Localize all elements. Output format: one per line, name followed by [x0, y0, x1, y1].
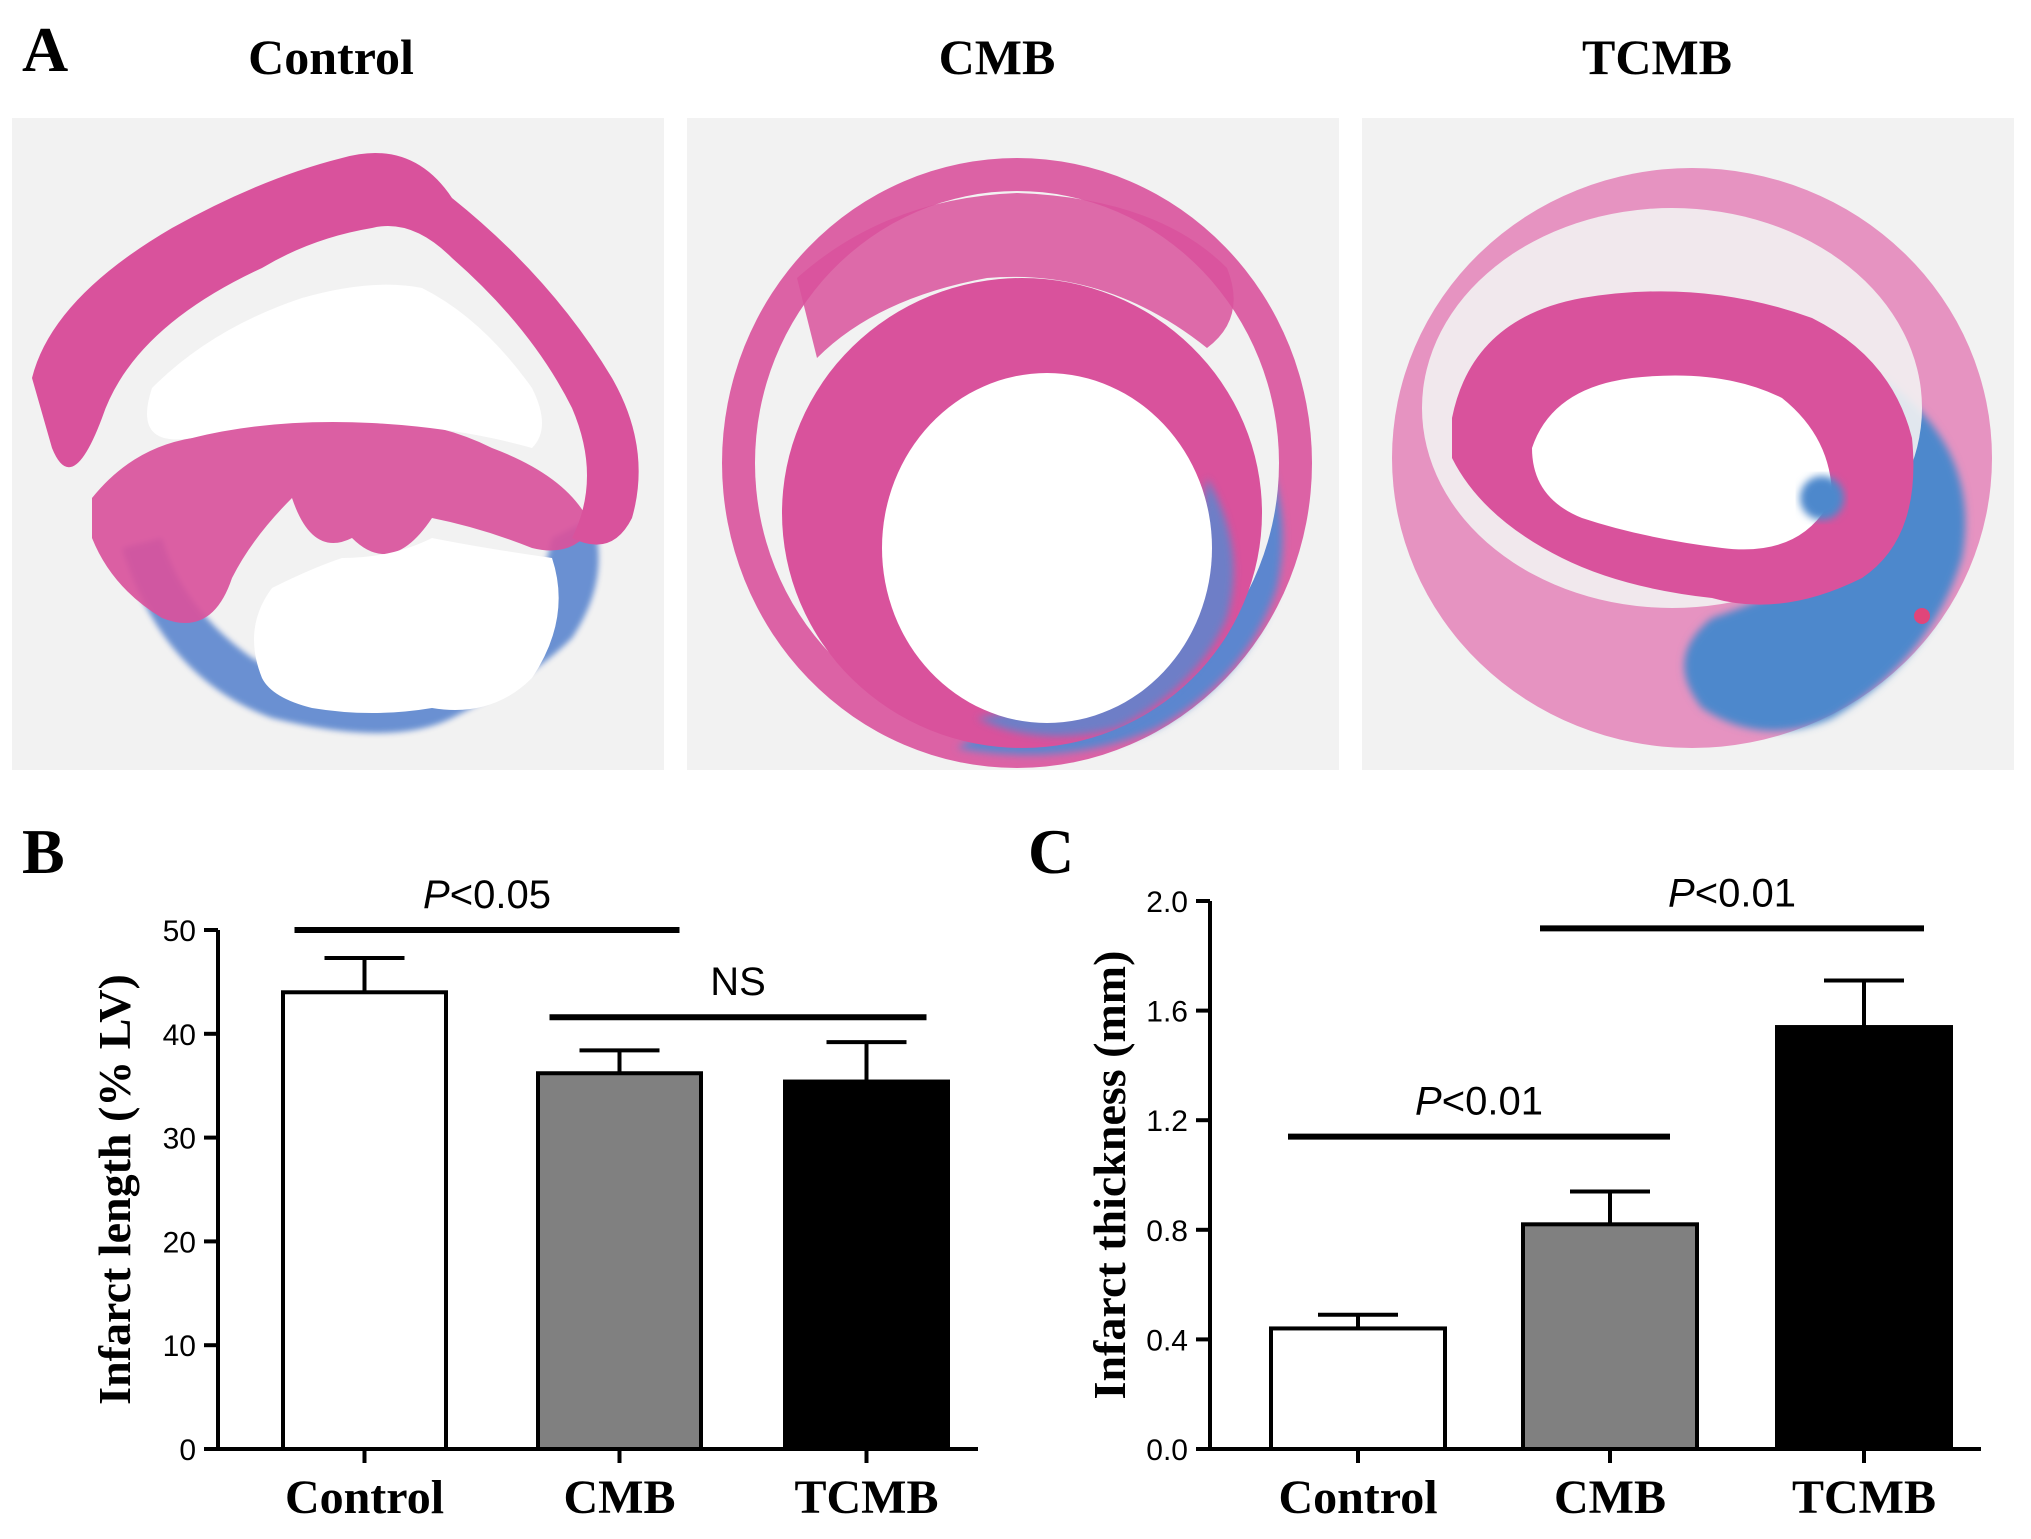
chart-infarct-thickness: 0.0 0.4 0.8 1.2 1.6 2.0 Infarct thickness (mm)…: [1084, 871, 1981, 1524]
bar-control: [1269, 1326, 1447, 1451]
histology-image-cmb: [687, 118, 1339, 770]
significance-text: NS: [710, 960, 766, 1004]
panel-c-letter: C: [1028, 816, 1075, 887]
x-tick-label: Control: [285, 1471, 444, 1524]
x-tick-label: TCMB: [1792, 1471, 1936, 1524]
histology-title-control: Control: [248, 29, 414, 85]
significance-text: <0.01: [1442, 1080, 1543, 1124]
x-tick-label: TCMB: [795, 1471, 939, 1524]
y-tick-label: 0.8: [1146, 1215, 1188, 1248]
histology-image-control: [12, 118, 664, 770]
y-tick-label: 50: [163, 915, 196, 948]
chart-infarct-length: 0 10 20 30 40 50 Infarct length (% LV) Control C…: [89, 873, 978, 1524]
x-tick-label: Control: [1278, 1471, 1437, 1524]
y-tick-label: 40: [163, 1019, 196, 1052]
y-tick-label: 0: [179, 1434, 196, 1467]
y-tick-label: 1.2: [1146, 1105, 1188, 1138]
bar-tcmb: [1775, 1025, 1953, 1451]
significance-label: P<0.01: [1668, 871, 1796, 915]
bar-control: [281, 990, 448, 1451]
y-axis-label: Infarct length (% LV): [89, 974, 140, 1405]
significance-p: P: [1415, 1080, 1442, 1124]
significance-text: <0.01: [1695, 871, 1796, 915]
y-tick-label: 0.4: [1146, 1324, 1188, 1357]
y-tick-label: 30: [163, 1123, 196, 1156]
y-tick-label: 10: [163, 1330, 196, 1363]
y-tick-label: 0.0: [1146, 1434, 1188, 1467]
bar-tcmb: [783, 1079, 950, 1451]
y-tick-label: 1.6: [1146, 996, 1188, 1029]
bar-cmb: [1521, 1222, 1699, 1451]
histology-image-tcmb: [1362, 118, 2014, 770]
y-tick-label: 2.0: [1146, 886, 1188, 919]
panel-b-letter: B: [22, 816, 65, 887]
significance-label: P<0.01: [1415, 1080, 1543, 1124]
histology-title-tcmb: TCMB: [1582, 29, 1732, 85]
significance-p: P: [423, 873, 450, 917]
panel-a-letter: A: [22, 14, 69, 85]
bar-cmb: [536, 1071, 703, 1452]
y-axis-label: Infarct thickness (mm): [1084, 951, 1135, 1400]
histology-title-cmb: CMB: [938, 29, 1056, 85]
x-tick-label: CMB: [1554, 1471, 1666, 1524]
significance-label: NS: [710, 960, 766, 1004]
significance-p: P: [1668, 871, 1695, 915]
significance-label: P<0.05: [423, 873, 551, 917]
x-tick-label: CMB: [564, 1471, 676, 1524]
y-tick-label: 20: [163, 1226, 196, 1259]
significance-text: <0.05: [450, 873, 551, 917]
